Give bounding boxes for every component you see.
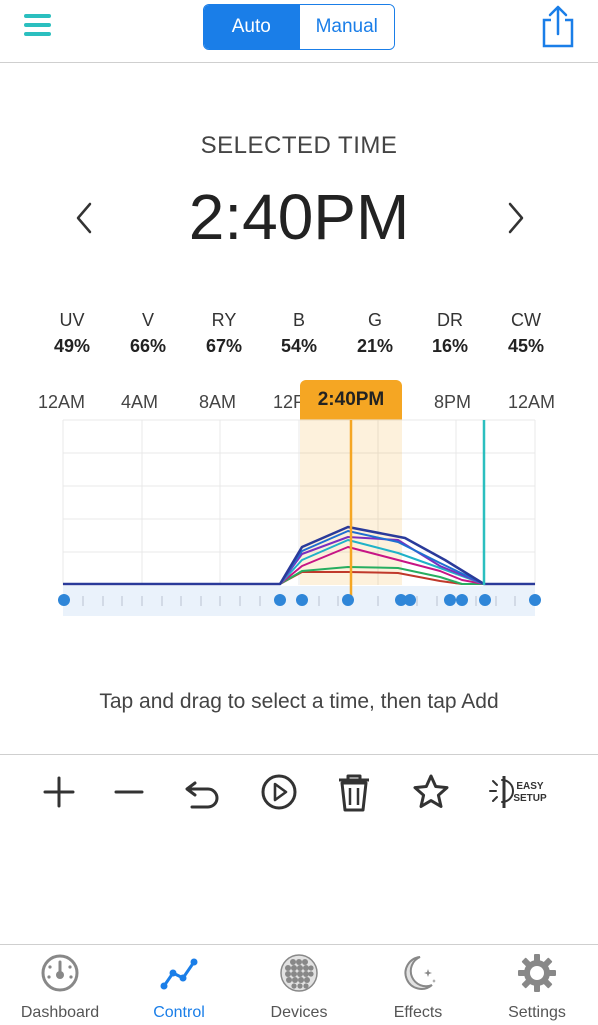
schedule-points — [58, 594, 541, 606]
tab-label: Settings — [508, 1004, 566, 1021]
schedule-point — [395, 594, 407, 606]
channel-name: CW — [511, 310, 541, 330]
easy-setup-icon — [489, 779, 514, 803]
curve-ry — [63, 546, 535, 585]
easy-setup-button[interactable]: EASY SETUP — [488, 770, 554, 814]
hamburger-icon[interactable] — [24, 14, 52, 36]
schedule-point — [529, 594, 541, 606]
tab-dashboard[interactable]: Dashboard — [5, 945, 115, 1025]
mode-auto-button[interactable]: Auto — [204, 5, 299, 49]
tab-control[interactable]: Control — [124, 945, 234, 1025]
channel-v: V 66% — [110, 310, 186, 357]
schedule-point — [479, 594, 491, 606]
gauge-icon — [41, 954, 79, 992]
time-tick-label: 12AM — [508, 392, 556, 412]
tab-label: Control — [153, 1004, 205, 1021]
curve-v — [63, 525, 535, 586]
mode-manual-button[interactable]: Manual — [298, 5, 394, 49]
tab-effects[interactable]: Effects — [363, 945, 473, 1025]
current-time-badge[interactable]: 2:40PM — [300, 380, 402, 420]
channel-curves — [63, 525, 535, 586]
time-tick-label: 4AM — [121, 392, 159, 412]
delete-button[interactable] — [332, 770, 376, 814]
share-icon[interactable] — [538, 4, 578, 48]
schedule-point — [274, 594, 286, 606]
instruction-text: Tap and drag to select a time, then tap … — [99, 690, 499, 713]
gear-icon — [518, 954, 556, 992]
time-tick-label: 8AM — [199, 392, 237, 412]
tab-label: Dashboard — [20, 1004, 100, 1021]
channel-name: UV — [59, 310, 85, 330]
channel-name: DR — [437, 310, 463, 330]
channel-value: 66% — [129, 336, 167, 356]
schedule-point — [456, 594, 468, 606]
time-tick-label: 8PM — [434, 392, 472, 412]
mode-toggle[interactable]: Auto Manual — [203, 4, 395, 50]
graph-grid — [62, 419, 536, 585]
channel-g: G 21% — [337, 310, 413, 357]
schedule-point — [296, 594, 308, 606]
add-point-button[interactable] — [37, 770, 81, 814]
top-bar: Auto Manual — [0, 0, 598, 63]
selected-time-value: 2:40PM — [188, 181, 410, 253]
channel-value: 49% — [53, 336, 91, 356]
time-tick-label: 12P — [273, 392, 306, 412]
schedule-point — [444, 594, 456, 606]
channel-value: 21% — [356, 336, 394, 356]
remove-point-button[interactable] — [107, 770, 151, 814]
undo-button[interactable] — [180, 770, 224, 814]
channel-value: 16% — [431, 336, 469, 356]
tab-label: Effects — [393, 1004, 443, 1021]
easy-setup-label: SETUP — [513, 793, 547, 804]
previous-time-button[interactable] — [70, 198, 98, 238]
time-tick-label: 12AM — [38, 392, 86, 412]
selected-time-label: SELECTED TIME — [200, 132, 398, 159]
tab-bar: Dashboard Control Devices Effect — [0, 944, 598, 1025]
schedule-point — [58, 594, 70, 606]
channel-name: V — [141, 310, 154, 330]
channel-uv: UV 49% — [34, 310, 110, 357]
channel-name: B — [292, 310, 305, 330]
schedule-point — [342, 594, 354, 606]
graph-icon — [160, 958, 198, 990]
easy-setup-label: EASY — [516, 781, 544, 792]
schedule-point — [404, 594, 416, 606]
devices-icon — [280, 954, 318, 992]
channel-ry: RY 67% — [186, 310, 262, 357]
favorite-button[interactable] — [409, 770, 453, 814]
channel-name: RY — [211, 310, 237, 330]
divider — [0, 754, 598, 755]
tab-devices[interactable]: Devices — [244, 945, 354, 1025]
schedule-graph[interactable] — [0, 418, 598, 628]
next-time-button[interactable] — [502, 198, 530, 238]
moon-stars-icon — [404, 956, 436, 990]
channel-name: G — [367, 310, 382, 330]
channel-cw: CW 45% — [488, 310, 564, 357]
channel-value: 54% — [280, 336, 318, 356]
timeline-ticks — [82, 596, 516, 606]
tab-settings[interactable]: Settings — [482, 945, 592, 1025]
tab-label: Devices — [270, 1004, 328, 1021]
channel-b: B 54% — [261, 310, 337, 357]
channel-dr: DR 16% — [412, 310, 488, 357]
preview-button[interactable] — [257, 770, 301, 814]
channel-value: 45% — [507, 336, 545, 356]
channel-value: 67% — [205, 336, 243, 356]
